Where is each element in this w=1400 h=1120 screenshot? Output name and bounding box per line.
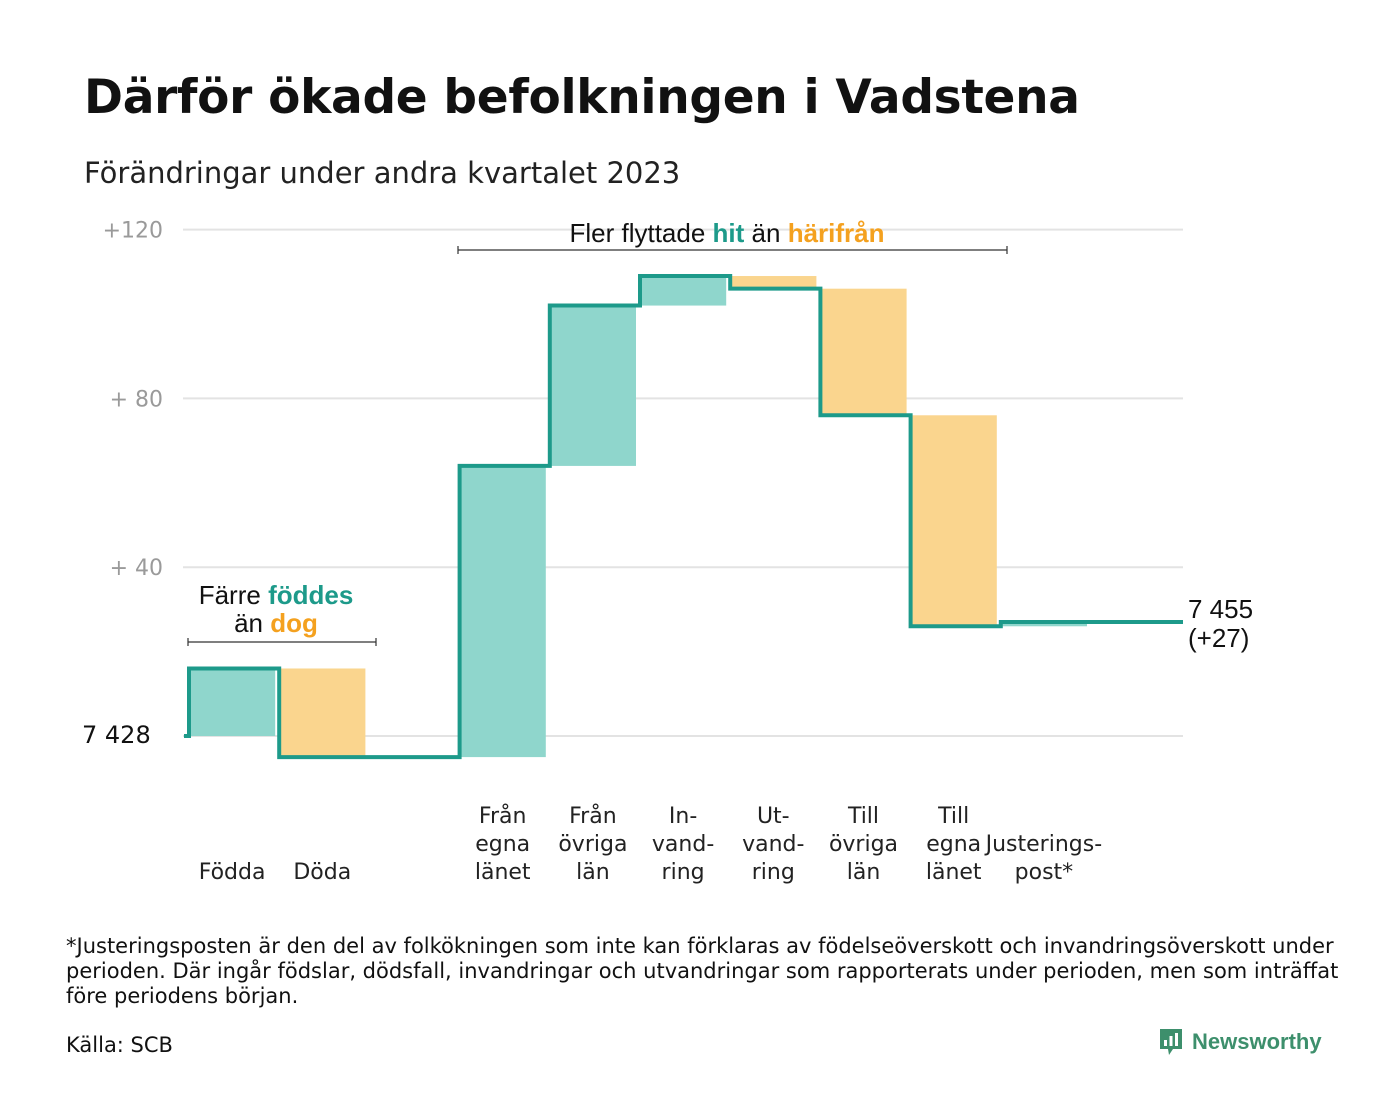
births-annotation-line2: än dog [234,608,318,638]
migration-bracket [457,246,1008,254]
y-axis-ticks: +120 + 80 + 40 [103,219,163,582]
brand-name: Newsworthy [1192,1029,1322,1054]
bar-increase [640,276,727,306]
migration-annotation: Fler flyttade hit än härifrån [457,218,1008,254]
migration-annotation-text: Fler flyttade hit än härifrån [569,218,884,248]
newsworthy-logo-icon [1160,1029,1182,1055]
footnote: *Justeringsposten är den del av folkökni… [66,934,1339,1008]
start-value-label: 7 428 [82,721,151,749]
category-label: Födda [199,860,266,885]
chart-subtitle: Förändringar under andra kvartalet 2023 [84,156,681,190]
category-label: Från övriga län [558,803,627,885]
bar-increase [549,305,636,466]
brand-logo[interactable]: Newsworthy [1158,1027,1322,1057]
end-change-label: (+27) [1188,623,1249,653]
category-label: Till övriga län [829,804,898,885]
births-bracket [187,638,377,646]
category-label: Från egna länet [475,803,531,885]
category-label: Ut-vand-ring [742,804,804,885]
births-annotation: Färre föddes än dog [187,580,377,646]
bar-increase [459,465,546,758]
bar-increase [1000,622,1087,627]
end-value-label: 7 455 [1188,594,1253,624]
bar-decrease [730,276,817,289]
category-label: In-vand-ring [652,804,714,885]
source-label: Källa: SCB [66,1033,173,1057]
category-labels: Födda Döda Från egna länet Från övriga län In-va… [199,803,1102,885]
bar-decrease [820,288,907,416]
category-label: Justerings-post* [984,832,1103,885]
chart-title: Därför ökade befolkningen i Vadstena [84,70,1080,125]
bar-decrease [910,415,997,627]
y-tick-label: + 80 [110,387,163,412]
waterfall-chart: +120 + 80 + 40 Födda Döda Från egna länet Från ö… [82,218,1253,885]
bar-increase [189,668,276,736]
bar-decrease [279,668,366,758]
category-label: Till egna länet [926,804,982,885]
category-label: Döda [293,860,351,885]
bars [189,276,1087,758]
cumulative-step-line [184,274,1183,760]
births-annotation-line1: Färre föddes [199,580,354,610]
y-tick-label: + 40 [110,556,163,581]
y-tick-label: +120 [103,219,163,244]
